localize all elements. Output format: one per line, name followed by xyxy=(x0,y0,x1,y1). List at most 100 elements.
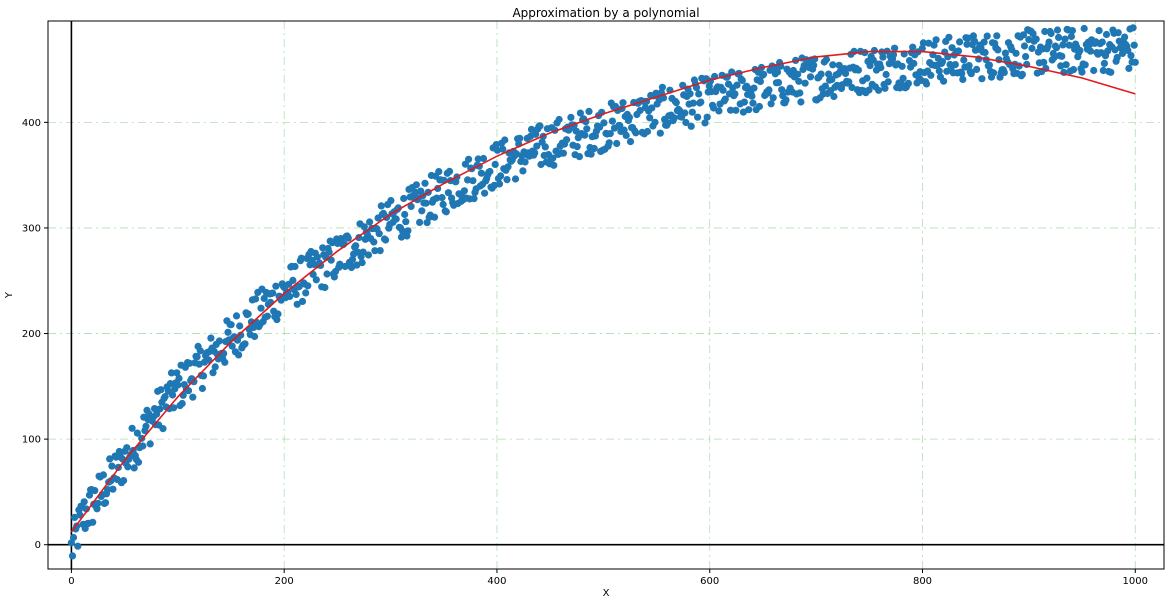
scatter-point xyxy=(1125,64,1133,72)
scatter-point xyxy=(196,347,204,355)
scatter-point xyxy=(613,139,621,148)
scatter-point xyxy=(499,145,507,153)
scatter-point xyxy=(252,295,260,303)
scatter-point xyxy=(1130,41,1138,49)
scatter-point xyxy=(412,181,420,189)
scatter-point xyxy=(600,119,608,127)
scatter-point xyxy=(323,270,331,278)
scatter-point xyxy=(186,359,194,367)
scatter-point xyxy=(312,276,320,284)
scatter-point xyxy=(207,334,215,342)
scatter-point xyxy=(80,498,88,506)
scatter-point xyxy=(686,90,694,98)
scatter-point xyxy=(555,115,563,124)
scatter-point xyxy=(1062,61,1070,69)
scatter-point xyxy=(387,197,395,205)
scatter-point xyxy=(516,134,524,142)
scatter-point xyxy=(967,70,975,78)
scatter-point xyxy=(444,189,452,197)
scatter-point xyxy=(1061,35,1069,43)
scatter-point xyxy=(904,79,913,87)
scatter-point xyxy=(232,312,241,320)
scatter-series xyxy=(67,24,1139,560)
scatter-point xyxy=(1111,46,1119,54)
scatter-point xyxy=(422,199,430,207)
scatter-point xyxy=(1050,53,1058,61)
scatter-point xyxy=(973,65,981,73)
scatter-point xyxy=(625,113,634,121)
scatter-point xyxy=(416,218,424,226)
scatter-point xyxy=(689,99,697,107)
scatter-point xyxy=(940,77,948,85)
scatter-point xyxy=(474,155,482,163)
scatter-point xyxy=(174,381,182,389)
scatter-point xyxy=(1032,35,1040,43)
scatter-point xyxy=(101,499,110,507)
scatter-point xyxy=(829,61,837,69)
scatter-point xyxy=(745,106,753,114)
scatter-point xyxy=(273,316,281,324)
scatter-point xyxy=(445,167,454,175)
y-tick-label: 100 xyxy=(22,435,41,446)
y-axis-label: Y xyxy=(4,291,15,299)
scatter-point xyxy=(128,424,136,432)
scatter-point xyxy=(748,92,756,100)
scatter-point xyxy=(464,176,472,184)
scatter-point xyxy=(760,70,768,78)
scatter-point xyxy=(184,387,193,395)
scatter-point xyxy=(169,391,177,399)
scatter-point xyxy=(738,76,746,84)
x-tick-label: 400 xyxy=(487,576,506,587)
scatter-point xyxy=(321,283,329,292)
scatter-point xyxy=(407,202,415,210)
scatter-point xyxy=(567,113,575,121)
scatter-point xyxy=(1078,68,1086,76)
scatter-point xyxy=(501,136,509,144)
scatter-point xyxy=(1069,66,1078,74)
scatter-point xyxy=(521,158,529,166)
scatter-point xyxy=(292,290,300,298)
scatter-point xyxy=(156,405,164,413)
scatter-point xyxy=(573,143,581,151)
scatter-point xyxy=(511,175,520,183)
scatter-point xyxy=(1001,49,1010,57)
scatter-point xyxy=(935,67,943,75)
scatter-point xyxy=(954,47,963,55)
scatter-point xyxy=(731,90,739,98)
scatter-point xyxy=(527,125,536,133)
scatter-point xyxy=(257,304,265,312)
scatter-point xyxy=(585,107,593,115)
scatter-point xyxy=(879,53,887,61)
scatter-point xyxy=(719,86,727,94)
scatter-point xyxy=(978,75,986,83)
scatter-point xyxy=(227,321,235,329)
scatter-point xyxy=(985,61,994,69)
y-tick-label: 0 xyxy=(35,540,41,551)
scatter-point xyxy=(965,62,973,70)
scatter-point xyxy=(289,276,297,284)
scatter-point xyxy=(1081,61,1089,69)
scatter-point xyxy=(325,248,333,256)
scatter-point xyxy=(830,92,838,101)
scatter-point xyxy=(682,118,690,127)
scatter-point xyxy=(960,56,968,64)
scatter-point xyxy=(319,244,327,252)
scatter-point xyxy=(198,384,206,393)
scatter-point xyxy=(559,149,568,157)
scatter-point xyxy=(918,44,926,53)
scatter-point xyxy=(1041,27,1049,36)
scatter-point xyxy=(1095,27,1103,35)
scatter-point xyxy=(1028,44,1036,53)
scatter-point xyxy=(750,84,758,92)
scatter-point xyxy=(241,340,249,348)
scatter-point xyxy=(193,353,201,361)
scatter-point xyxy=(221,358,229,366)
scatter-point xyxy=(477,169,485,177)
scatter-point xyxy=(370,238,378,246)
scatter-point xyxy=(375,230,383,238)
scatter-point xyxy=(157,386,165,394)
scatter-point xyxy=(495,180,504,188)
scatter-point xyxy=(247,318,255,326)
scatter-point xyxy=(866,62,874,70)
